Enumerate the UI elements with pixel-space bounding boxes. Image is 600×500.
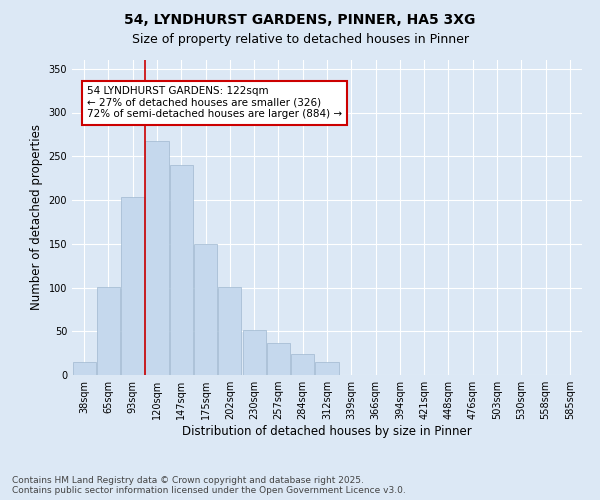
X-axis label: Distribution of detached houses by size in Pinner: Distribution of detached houses by size … <box>182 425 472 438</box>
Text: Contains HM Land Registry data © Crown copyright and database right 2025.
Contai: Contains HM Land Registry data © Crown c… <box>12 476 406 495</box>
Bar <box>291 354 314 375</box>
Bar <box>170 165 193 375</box>
Bar <box>218 286 241 375</box>
Bar <box>316 362 338 375</box>
Bar <box>145 140 169 375</box>
Bar <box>242 330 266 375</box>
Bar <box>194 244 217 375</box>
Bar <box>73 362 95 375</box>
Bar <box>97 286 120 375</box>
Bar <box>121 198 144 375</box>
Text: Size of property relative to detached houses in Pinner: Size of property relative to detached ho… <box>131 32 469 46</box>
Bar <box>267 342 290 375</box>
Text: 54, LYNDHURST GARDENS, PINNER, HA5 3XG: 54, LYNDHURST GARDENS, PINNER, HA5 3XG <box>124 12 476 26</box>
Y-axis label: Number of detached properties: Number of detached properties <box>30 124 43 310</box>
Text: 54 LYNDHURST GARDENS: 122sqm
← 27% of detached houses are smaller (326)
72% of s: 54 LYNDHURST GARDENS: 122sqm ← 27% of de… <box>87 86 342 120</box>
